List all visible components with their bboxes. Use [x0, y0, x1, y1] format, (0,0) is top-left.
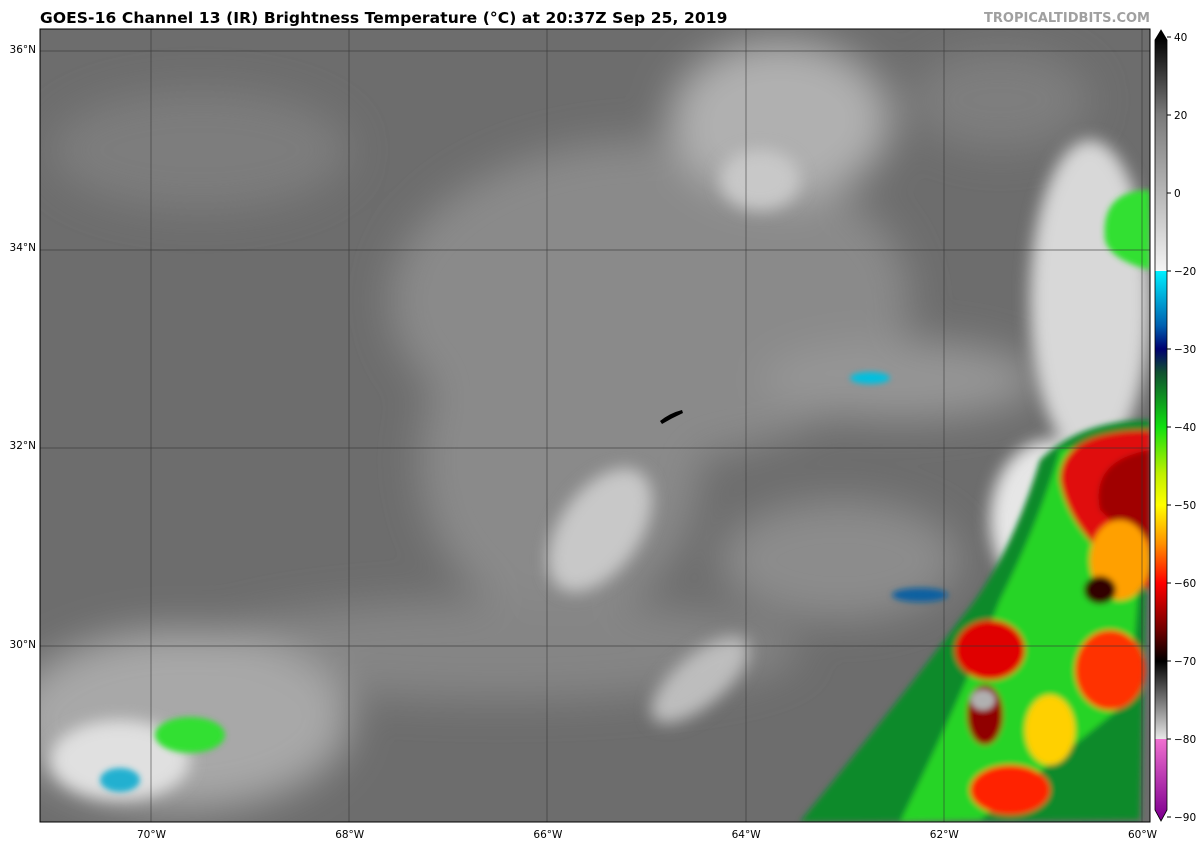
lon-label: 70°W	[137, 829, 166, 841]
colorbar-tick-label: 0	[1174, 188, 1181, 200]
colorbar-tick-label: −30	[1174, 344, 1196, 356]
colorbar-tick-label: −60	[1174, 578, 1196, 590]
graticule	[40, 29, 1150, 822]
colorbar-tick-label: −80	[1174, 734, 1196, 746]
colorbar-tick-label: −40	[1174, 422, 1196, 434]
lon-label: 64°W	[731, 829, 761, 841]
colorbar-tick-label: −20	[1174, 266, 1196, 278]
lon-label: 66°W	[533, 829, 563, 841]
colorbar-tick-label: 20	[1174, 110, 1187, 122]
lon-label: 60°W	[1128, 829, 1157, 841]
colorbar-tick-label: −90	[1174, 812, 1196, 824]
colorbar	[1154, 29, 1168, 822]
ir-imagery	[40, 29, 1150, 822]
watermark: TROPICALTIDBITS.COM	[984, 11, 1150, 26]
lat-label: 36°N	[9, 44, 36, 56]
lat-label: 34°N	[9, 242, 36, 255]
colorbar-tick-label: −50	[1174, 500, 1196, 512]
bermuda-outline	[660, 410, 683, 424]
map-frame	[39, 28, 1151, 823]
colorbar-tick-label: −70	[1174, 656, 1196, 668]
lon-label: 62°W	[929, 829, 959, 841]
lat-label: 30°N	[9, 638, 36, 651]
lat-label: 32°N	[9, 440, 36, 453]
deep-convection	[100, 190, 1150, 822]
colorbar-tick-label: 40	[1174, 32, 1187, 44]
chart-title: GOES-16 Channel 13 (IR) Brightness Tempe…	[40, 9, 728, 27]
lon-label: 68°W	[335, 829, 365, 841]
